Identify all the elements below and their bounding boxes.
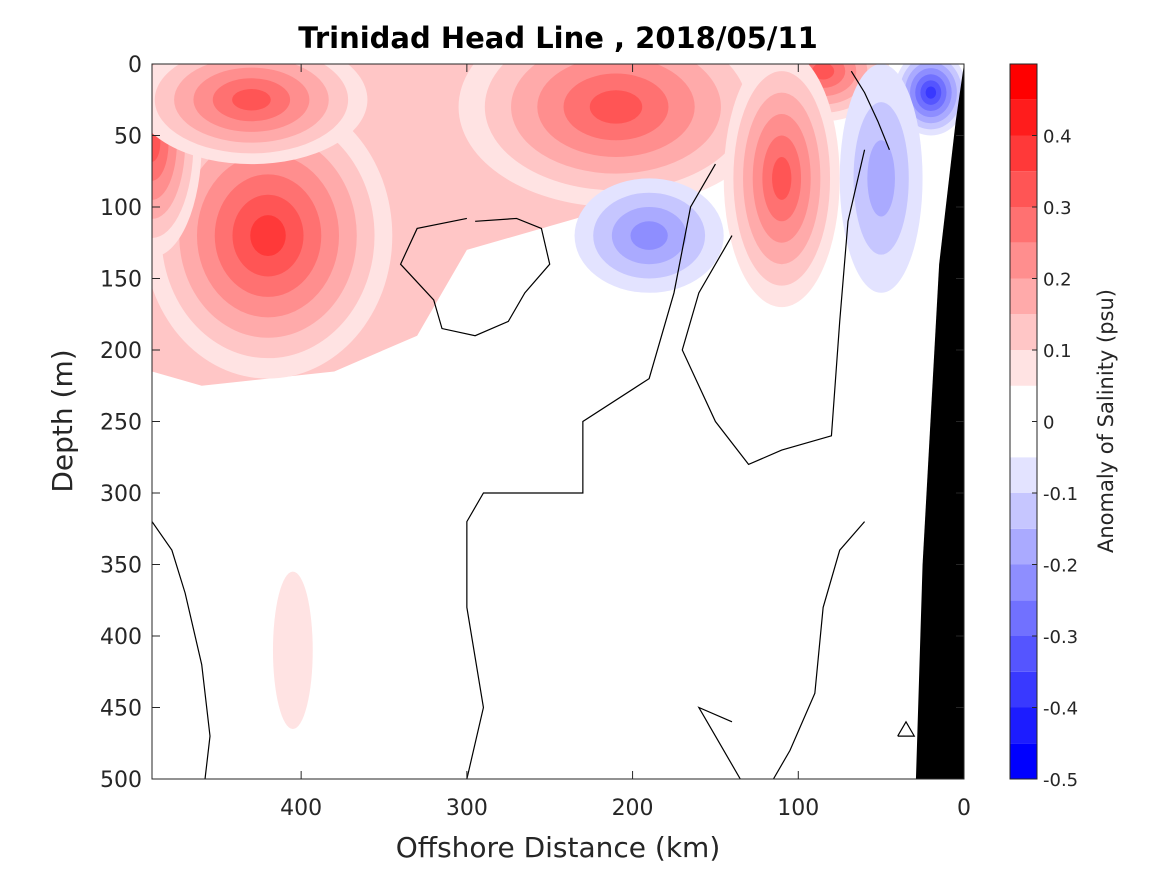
colorbar-tick-label: -0.1 bbox=[1043, 484, 1078, 505]
y-tick-label: 400 bbox=[100, 625, 142, 650]
anomaly-feature-positive bbox=[458, 64, 774, 207]
colorbar-swatch bbox=[1010, 671, 1037, 708]
zero-contour-line bbox=[466, 163, 716, 779]
anomaly-feature-negative bbox=[574, 178, 724, 293]
colorbar-tick-label: -0.4 bbox=[1043, 699, 1078, 720]
zero-contour-line bbox=[850, 70, 890, 151]
colorbar-swatch bbox=[1010, 564, 1037, 601]
colorbar-swatch bbox=[1010, 493, 1037, 529]
colorbar-tick-label: -0.5 bbox=[1043, 770, 1078, 791]
colorbar-swatch bbox=[1010, 457, 1037, 493]
anomaly-level bbox=[812, 64, 835, 80]
anomaly-level bbox=[232, 89, 271, 111]
anomaly-feature-negative bbox=[839, 64, 923, 293]
anomaly-level bbox=[589, 90, 643, 124]
colorbar-tick-label: 0.2 bbox=[1043, 270, 1072, 291]
x-tick-label: 0 bbox=[957, 796, 971, 821]
colorbar-swatch bbox=[1010, 207, 1037, 243]
zero-contour-line bbox=[897, 720, 916, 737]
anomaly-feature-positive bbox=[272, 571, 313, 729]
anomaly-feature-positive bbox=[723, 64, 840, 308]
anomaly-feature-positive bbox=[152, 64, 368, 165]
colorbar-swatch bbox=[1010, 171, 1037, 207]
bathymetry-mask bbox=[915, 64, 964, 779]
y-tick-label: 500 bbox=[100, 768, 142, 793]
anomaly-level bbox=[925, 86, 937, 99]
anomaly-level bbox=[630, 221, 668, 250]
anomaly-level bbox=[772, 156, 792, 200]
colorbar-swatch bbox=[1010, 707, 1037, 744]
colorbar-swatch bbox=[1010, 600, 1037, 636]
colorbar-tick-label: 0.4 bbox=[1043, 127, 1072, 148]
x-axis-label: Offshore Distance (km) bbox=[396, 831, 721, 864]
x-tick-label: 100 bbox=[777, 796, 819, 821]
colorbar-swatch bbox=[1010, 314, 1037, 350]
y-tick-label: 250 bbox=[100, 411, 142, 436]
colorbar-swatch bbox=[1010, 743, 1037, 779]
colorbar-swatch bbox=[1010, 135, 1037, 172]
colorbar-tick-label: -0.2 bbox=[1043, 556, 1078, 577]
y-tick-label: 50 bbox=[114, 125, 142, 150]
y-tick-label: 300 bbox=[100, 482, 142, 507]
colorbar-label: Anomaly of Salinity (psu) bbox=[1094, 289, 1118, 553]
colorbar-tick-label: -0.3 bbox=[1043, 627, 1078, 648]
colorbar-swatch bbox=[1010, 99, 1037, 136]
colorbar-swatch bbox=[1010, 278, 1037, 315]
anomaly-feature-positive bbox=[152, 92, 393, 379]
chart-title: Trinidad Head Line , 2018/05/11 bbox=[298, 21, 818, 55]
colorbar-swatch bbox=[1010, 636, 1037, 672]
anomaly-feature-negative bbox=[894, 64, 964, 136]
zero-contours bbox=[152, 70, 916, 779]
colorbar-swatch bbox=[1010, 64, 1037, 100]
x-tick-label: 300 bbox=[446, 796, 488, 821]
y-tick-label: 350 bbox=[100, 554, 142, 579]
colorbar-tick-label: 0.3 bbox=[1043, 198, 1072, 219]
colorbar-tick-label: 0 bbox=[1043, 413, 1054, 434]
colorbar-swatch bbox=[1010, 528, 1037, 565]
colorbar-swatch bbox=[1010, 421, 1037, 458]
colorbar-swatch bbox=[1010, 385, 1037, 422]
x-tick-label: 200 bbox=[612, 796, 654, 821]
y-axis-label: Depth (m) bbox=[46, 349, 79, 492]
anomaly-fills bbox=[152, 64, 964, 729]
anomaly-level bbox=[272, 571, 313, 729]
y-tick-label: 150 bbox=[100, 268, 142, 293]
y-tick-label: 100 bbox=[100, 196, 142, 221]
y-tick-label: 200 bbox=[100, 339, 142, 364]
anomaly-level bbox=[250, 215, 286, 257]
colorbar-swatch bbox=[1010, 242, 1037, 279]
zero-contour-line bbox=[681, 149, 866, 466]
x-axis: 400 300 200 100 0 bbox=[280, 64, 971, 821]
y-axis: 0 50 100 150 200 250 300 350 400 450 500 bbox=[100, 53, 964, 793]
zero-contour-line bbox=[772, 521, 866, 779]
zero-contour-line bbox=[152, 521, 211, 779]
zero-contour-line bbox=[399, 217, 551, 337]
x-tick-label: 400 bbox=[280, 796, 322, 821]
colorbar: 0.4 0.3 0.2 0.1 0 -0.1 -0.2 -0.3 -0.4 -0.5 bbox=[1009, 63, 1078, 791]
colorbar-swatch bbox=[1010, 350, 1037, 386]
y-tick-label: 450 bbox=[100, 697, 142, 722]
colorbar-tick-label: 0.1 bbox=[1043, 341, 1072, 362]
zero-contour-line bbox=[697, 706, 741, 779]
anomaly-level bbox=[867, 140, 895, 217]
y-tick-label: 0 bbox=[128, 53, 142, 78]
